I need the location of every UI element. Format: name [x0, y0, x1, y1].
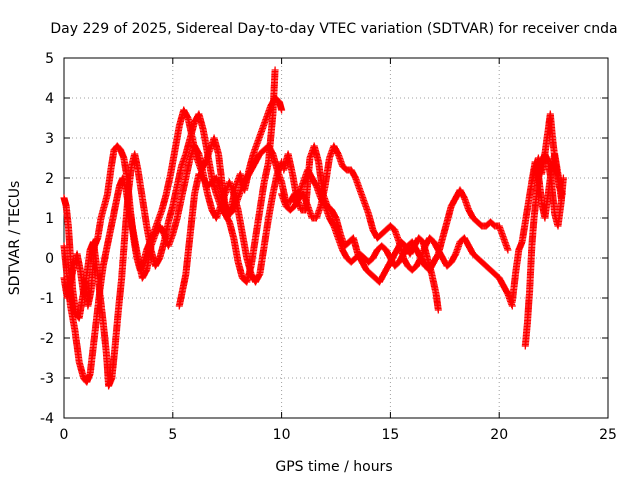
data-marks: [60, 66, 567, 390]
y-tick-label: -3: [40, 371, 54, 387]
y-tick-label: 4: [45, 91, 54, 107]
x-tick-label: 10: [273, 427, 291, 443]
plus-markers: [528, 110, 566, 198]
plus-markers: [280, 142, 442, 314]
y-tick-label: 1: [45, 211, 54, 227]
series-track-3: [60, 66, 279, 390]
x-tick-label: 20: [490, 427, 508, 443]
plus-markers: [278, 142, 516, 310]
tick-labels: 0 5 10 15 20 25 -4 -3 -2 -1 0 1 2 3 4 5: [40, 51, 617, 443]
x-axis-label: GPS time / hours: [275, 459, 392, 475]
axis-ticks: [63, 57, 609, 419]
x-tick-label: 25: [599, 427, 617, 443]
y-tick-label: 3: [45, 131, 54, 147]
y-axis-label: SDTVAR / TECUs: [7, 181, 23, 296]
x-tick-label: 0: [60, 427, 69, 443]
series-track-7: [278, 142, 516, 310]
plus-markers: [60, 142, 286, 386]
y-tick-label: -4: [40, 411, 54, 427]
chart-title: Day 229 of 2025, Sidereal Day-to-day VTE…: [50, 21, 617, 37]
series-track-10: [528, 110, 566, 198]
y-tick-label: -2: [40, 331, 54, 347]
y-tick-label: -1: [40, 291, 54, 307]
series-track-6: [280, 142, 442, 314]
y-tick-label: 2: [45, 171, 54, 187]
plot-frame: [63, 57, 609, 419]
plus-markers: [60, 66, 279, 390]
y-tick-label: 5: [45, 51, 54, 67]
series-track-4: [175, 142, 286, 310]
x-tick-label: 15: [381, 427, 399, 443]
series-track-2: [60, 142, 286, 386]
plus-markers: [175, 142, 286, 310]
y-tick-label: 0: [45, 251, 54, 267]
x-tick-label: 5: [168, 427, 177, 443]
